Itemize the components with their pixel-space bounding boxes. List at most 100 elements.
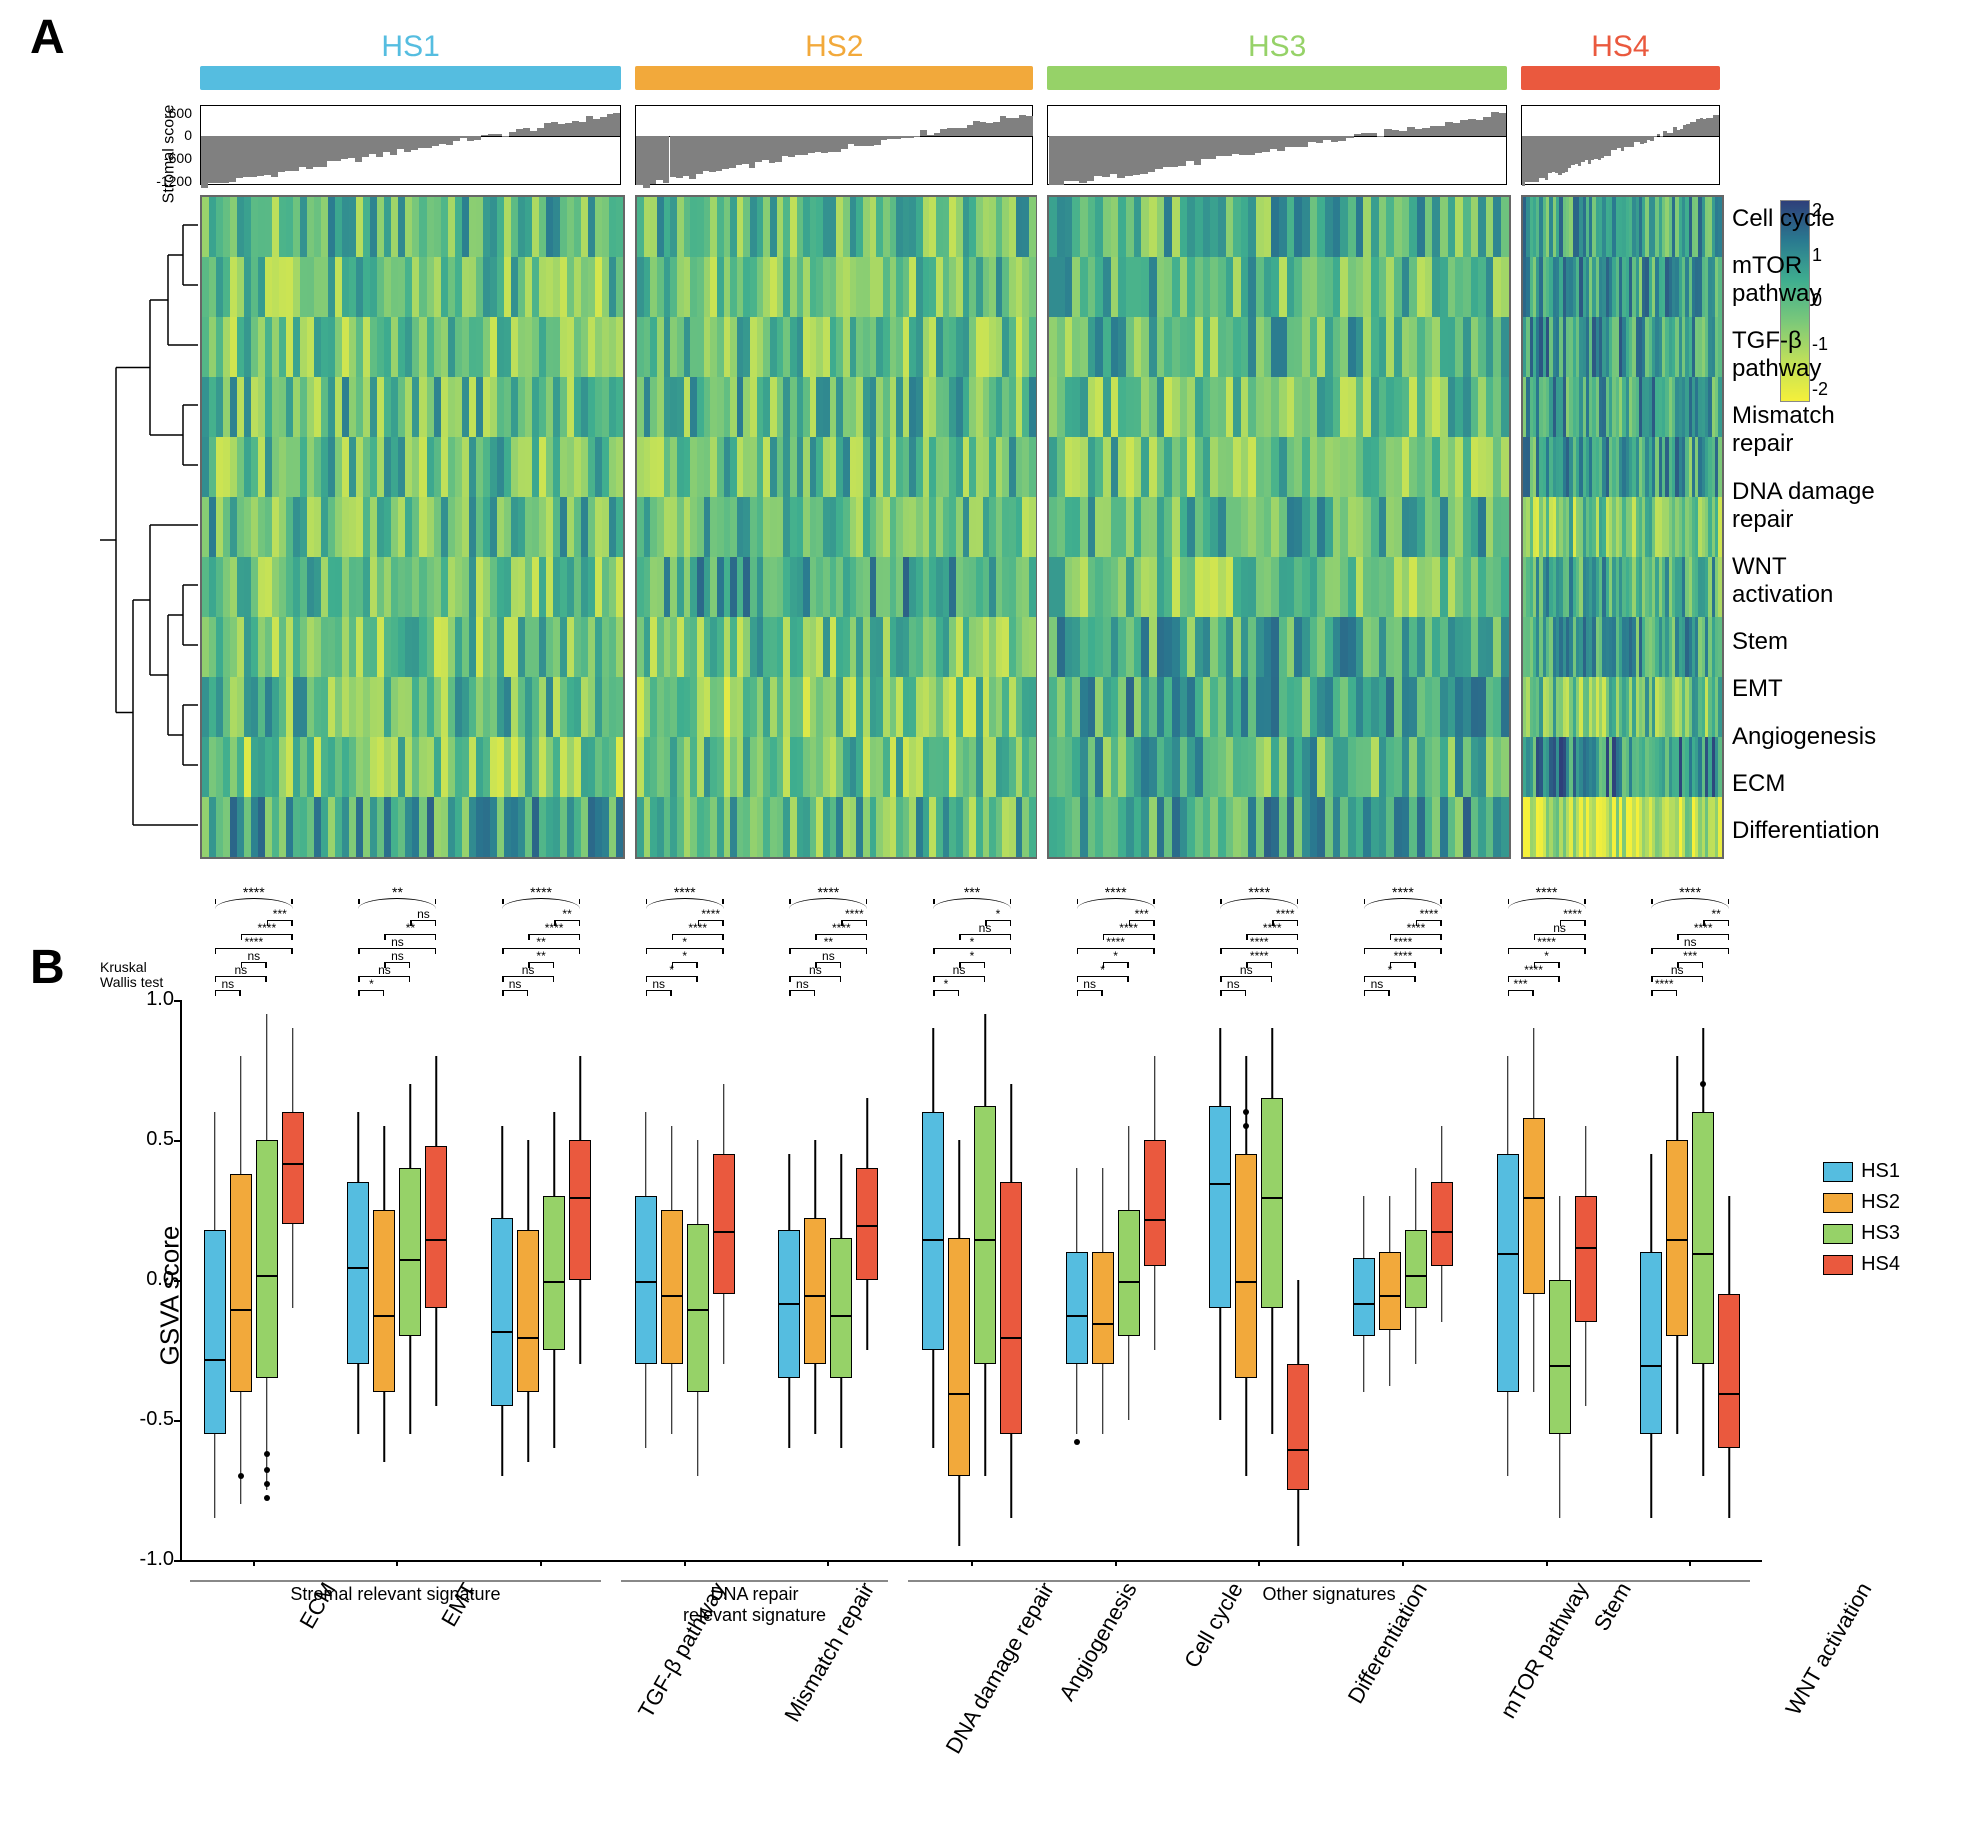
stromal-ytick: -600 xyxy=(152,150,192,166)
heatmap-row-labels: Cell cycle mTOR pathway TGF-β pathway Misma… xyxy=(1732,195,1880,855)
kw-sig: **** xyxy=(817,884,839,900)
x-category-label: Angiogenesis xyxy=(1054,1578,1143,1705)
boxplot-box-hs1 xyxy=(922,1112,944,1350)
boxplot-box-hs4 xyxy=(856,1168,878,1280)
pairwise-sig: ns xyxy=(417,907,430,921)
panel-label-a: A xyxy=(30,10,65,65)
heatmap-row-label: Mismatch repair xyxy=(1732,402,1880,458)
signature-group-underline xyxy=(908,1580,1750,1582)
pairwise-sig: * xyxy=(996,907,1001,921)
row-dendrogram xyxy=(88,195,198,855)
kruskal-wallis-label: KruskalWallis test xyxy=(100,960,163,991)
pairwise-sig: **** xyxy=(845,907,864,921)
heatmap-row-label: ECM xyxy=(1732,770,1880,798)
panel-a: 210-1-2 HS1HS2HS3HS4Stromal score-1200-6… xyxy=(80,30,1880,930)
boxplot-box-hs4 xyxy=(1431,1182,1453,1266)
heatmap-row-label: mTOR pathway xyxy=(1732,252,1880,308)
x-category-label: Stem xyxy=(1588,1578,1636,1635)
group-label: HS4 xyxy=(1591,30,1649,64)
pairwise-sig: *** xyxy=(1135,907,1149,921)
pairwise-sig: ** xyxy=(562,907,571,921)
stromal-barchart-hs2 xyxy=(635,105,1033,185)
boxplot-box-hs1 xyxy=(347,1182,369,1364)
group-color-bar xyxy=(635,66,1033,90)
group-header-hs4: HS4 xyxy=(1521,30,1720,90)
group-header-row: HS1 HS2 HS3 HS4 xyxy=(200,30,1720,90)
legend-item-hs3: HS3 xyxy=(1823,1222,1900,1245)
boxplot-box-hs2 xyxy=(1666,1140,1688,1336)
kw-sig: **** xyxy=(1679,884,1701,900)
signature-group-label: DNA repair relevant signature xyxy=(683,1584,826,1626)
boxplot-box-hs2 xyxy=(804,1218,826,1364)
boxplot-box-hs4 xyxy=(1144,1140,1166,1266)
signature-group-underline xyxy=(190,1580,601,1582)
boxplot-box-hs4 xyxy=(425,1146,447,1308)
boxplot-box-hs1 xyxy=(1353,1258,1375,1336)
boxplot-box-hs1 xyxy=(778,1230,800,1378)
group-header-hs2: HS2 xyxy=(635,30,1033,90)
pairwise-sig: **** xyxy=(1563,907,1582,921)
figure-root: A B 210-1-2 HS1HS2HS3HS4Stromal score-12… xyxy=(0,0,1966,1824)
boxplot-box-hs3 xyxy=(543,1196,565,1350)
group-label: HS1 xyxy=(381,30,439,64)
legend-swatch xyxy=(1823,1193,1853,1213)
boxplot-box-hs2 xyxy=(661,1210,683,1364)
boxplot-box-hs2 xyxy=(230,1174,252,1392)
group-header-hs1: HS1 xyxy=(200,30,621,90)
boxplot-box-hs1 xyxy=(1209,1106,1231,1308)
kw-sig: ** xyxy=(392,884,403,900)
boxplot-box-hs1 xyxy=(1640,1252,1662,1434)
legend-swatch xyxy=(1823,1255,1853,1275)
x-category-label: DNA damage repair xyxy=(941,1578,1060,1758)
boxplot-box-hs1 xyxy=(204,1230,226,1434)
group-label: HS3 xyxy=(1248,30,1306,64)
heatmap-row-label: Stem xyxy=(1732,628,1880,656)
heatmap-row-label: Angiogenesis xyxy=(1732,723,1880,751)
heatmap-row-label: Cell cycle xyxy=(1732,205,1880,233)
signature-group-underline xyxy=(621,1580,888,1582)
legend-swatch xyxy=(1823,1224,1853,1244)
group-label: HS2 xyxy=(805,30,863,64)
boxplot-box-hs3 xyxy=(830,1238,852,1378)
kw-sig: **** xyxy=(243,884,265,900)
legend-label: HS4 xyxy=(1861,1253,1900,1276)
boxplot-box-hs1 xyxy=(1497,1154,1519,1392)
boxplot-area: -1.0-0.50.00.51.0nsnsns****************n… xyxy=(180,1000,1762,1562)
gsva-ytick: -1.0 xyxy=(124,1548,174,1571)
x-category-label: mTOR pathway xyxy=(1495,1578,1594,1723)
pairwise-sig: **** xyxy=(701,907,720,921)
boxplot-box-hs1 xyxy=(491,1218,513,1406)
legend-label: HS2 xyxy=(1861,1191,1900,1214)
heatmap-row-label: TGF-β pathway xyxy=(1732,327,1880,383)
pairwise-sig: **** xyxy=(1276,907,1295,921)
boxplot-box-hs3 xyxy=(1692,1112,1714,1364)
boxplot-box-hs1 xyxy=(635,1196,657,1364)
pairwise-sig: *** xyxy=(273,907,287,921)
kw-sig: **** xyxy=(1536,884,1558,900)
group-color-bar xyxy=(200,66,621,90)
heatmap-hs1 xyxy=(200,195,625,859)
boxplot-box-hs3 xyxy=(399,1168,421,1336)
kw-sig: **** xyxy=(1248,884,1270,900)
boxplot-box-hs2 xyxy=(373,1210,395,1392)
legend-swatch xyxy=(1823,1162,1853,1182)
gsva-ytick: 0.0 xyxy=(124,1268,174,1291)
pairwise-sig: ** xyxy=(1712,907,1721,921)
legend-label: HS1 xyxy=(1861,1160,1900,1183)
heatmap-row-label: Differentiation xyxy=(1732,817,1880,845)
boxplot-box-hs4 xyxy=(713,1154,735,1294)
boxplot-box-hs2 xyxy=(517,1230,539,1392)
stromal-ytick: 600 xyxy=(152,105,192,121)
kw-sig: **** xyxy=(1105,884,1127,900)
stromal-barchart-hs3 xyxy=(1047,105,1506,185)
boxplot-box-hs2 xyxy=(1235,1154,1257,1378)
stromal-barchart-hs1 xyxy=(200,105,621,185)
gsva-ytick: -0.5 xyxy=(124,1408,174,1431)
group-color-bar xyxy=(1521,66,1720,90)
kw-sig: **** xyxy=(674,884,696,900)
legend-label: HS3 xyxy=(1861,1222,1900,1245)
group-header-hs3: HS3 xyxy=(1047,30,1506,90)
signature-group-label: Stromal relevant signature xyxy=(290,1584,500,1605)
boxplot-box-hs2 xyxy=(948,1238,970,1476)
heatmap-hs3 xyxy=(1047,195,1510,859)
